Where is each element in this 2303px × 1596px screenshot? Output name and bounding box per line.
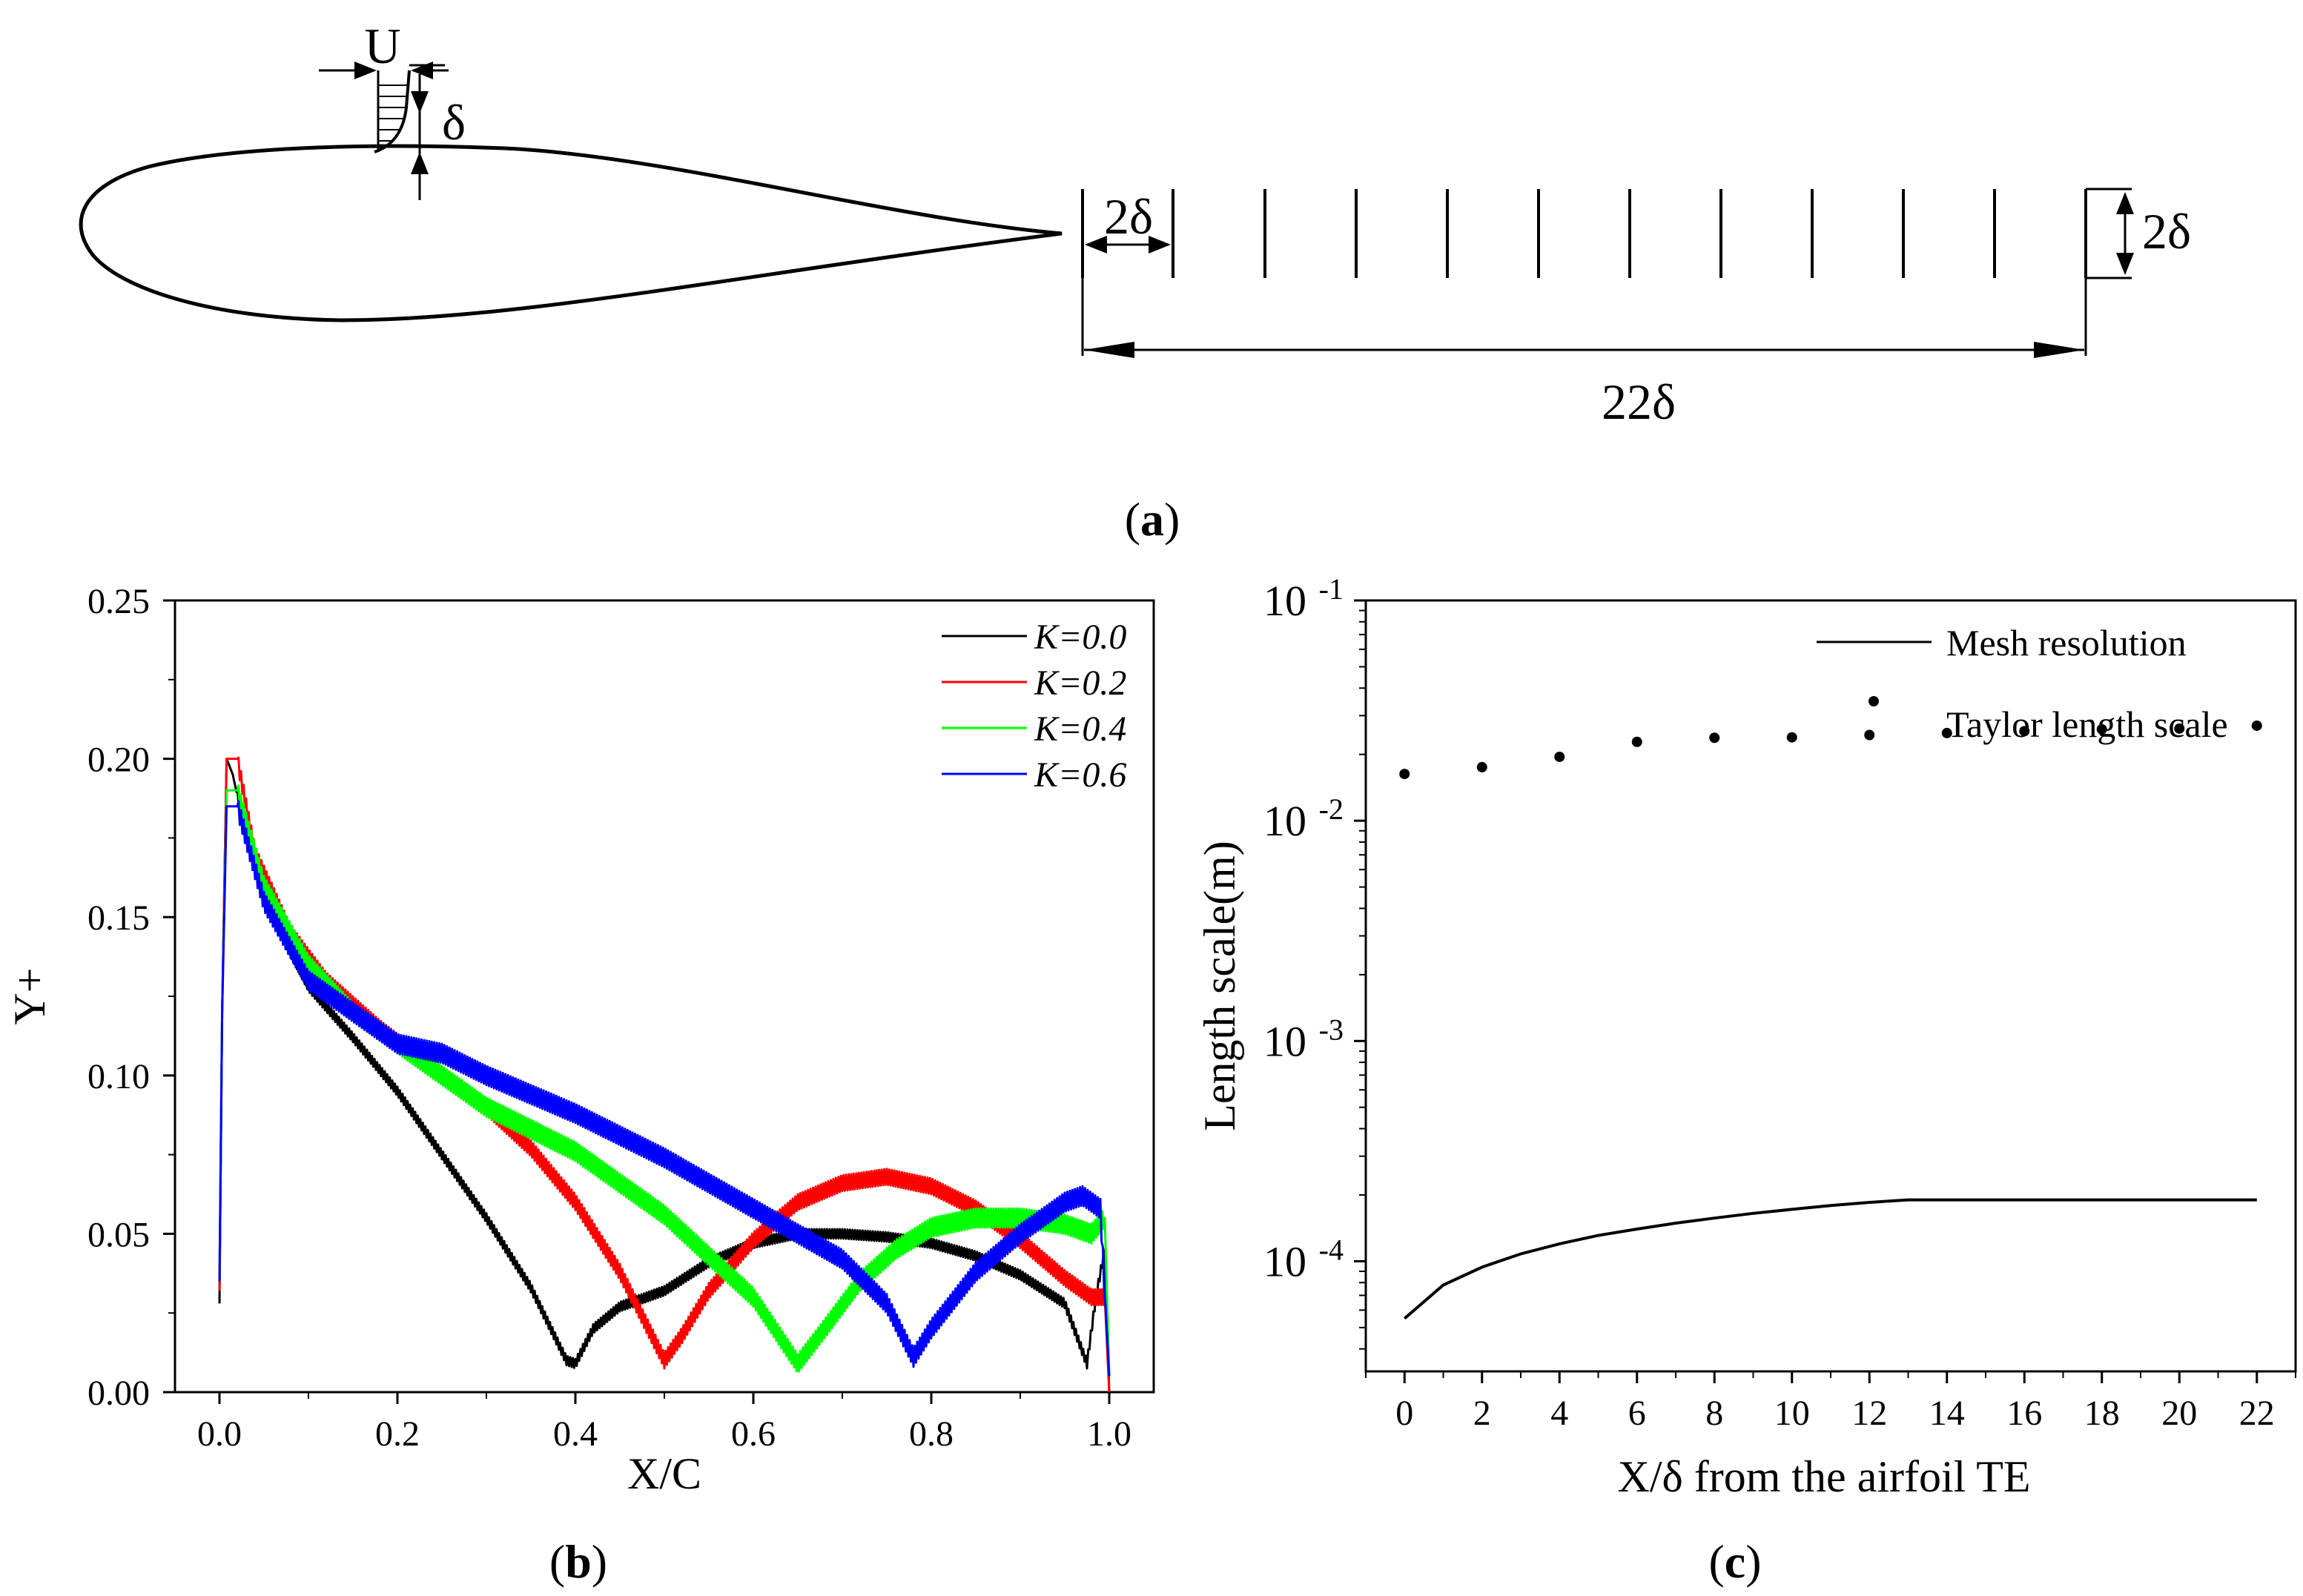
bl-thickness-label: δ: [442, 94, 466, 150]
y-tick-label: 0.15: [87, 898, 150, 938]
x-tick-label: 0.4: [553, 1414, 598, 1454]
series-point-taylor-length-scale: [2251, 720, 2262, 731]
series-point-taylor-length-scale: [2019, 726, 2030, 737]
chart-b-legend: K=0.0 K=0.2 K=0.4 K=0.6: [942, 617, 1126, 795]
legend-label: K=0.0: [1034, 617, 1126, 657]
x-tick-label: 1.0: [1087, 1414, 1131, 1454]
series-point-taylor-length-scale: [2096, 724, 2107, 735]
x-tick-label: 0.2: [375, 1414, 420, 1454]
y-tick-label: 10: [1263, 577, 1306, 625]
chart-c-x-ticks: 0 2 4 6 8 10 12 14 16 18 20 22: [1365, 1371, 2296, 1433]
series-point-taylor-length-scale: [1786, 732, 1797, 743]
y-tick-label: 0.10: [87, 1057, 150, 1096]
legend-label: K=0.2: [1034, 663, 1126, 703]
panel-a: U δ 2δ 2δ: [79, 18, 2191, 546]
series-point-taylor-length-scale: [1864, 729, 1875, 741]
x-tick-label: 0: [1395, 1394, 1413, 1433]
chart-b-series: [218, 756, 1111, 1393]
x-tick-label: 6: [1628, 1394, 1646, 1433]
chart-c: 0 2 4 6 8 10 12 14 16 18 20 22 10 -4 10 -3 10 -2 10 -1 X/δ…: [1195, 572, 2297, 1588]
probe-height-label: 2δ: [2142, 203, 2191, 259]
y-tick-exponent: -4: [1319, 1233, 1344, 1266]
x-tick-label: 8: [1705, 1394, 1723, 1433]
chart-b-x-ticks: 0.0 0.2 0.4 0.6 0.8 1.0: [197, 1392, 1131, 1454]
series-point-taylor-length-scale: [1554, 751, 1565, 762]
total-length-label: 22δ: [1602, 374, 1676, 430]
x-tick-label: 0.0: [197, 1414, 242, 1454]
x-tick-label: 20: [2161, 1394, 2197, 1433]
series-line-mesh-resolution: [1403, 1198, 2257, 1320]
series-point-taylor-length-scale: [2174, 723, 2185, 734]
series-point-taylor-length-scale: [1709, 732, 1720, 744]
chart-b-y-ticks: 0.00 0.05 0.10 0.15 0.20 0.25: [87, 582, 175, 1413]
chart-c-legend: Mesh resolution Taylor length scale: [1817, 622, 2228, 745]
x-tick-label: 10: [1774, 1394, 1810, 1433]
series-point-taylor-length-scale: [1941, 727, 1952, 738]
series-point-taylor-length-scale: [1631, 736, 1642, 747]
panel-b-caption: (b): [549, 1535, 607, 1588]
probe-height-dimension: [2086, 188, 2134, 279]
y-tick-exponent: -2: [1319, 792, 1344, 826]
series-line-K=0.6: [218, 800, 1111, 1377]
chart-b: 0.0 0.2 0.4 0.6 0.8 1.0 0.000.050.100.150.200…: [5, 582, 1155, 1588]
series-line-K=0.2: [218, 756, 1111, 1393]
legend-label: Mesh resolution: [1946, 622, 2187, 663]
total-length-dimension: [1081, 278, 2087, 358]
probe-lines: [1081, 189, 2087, 278]
chart-c-x-label: X/δ from the airfoil TE: [1617, 1452, 2030, 1501]
series-point-taylor-length-scale: [1399, 769, 1410, 780]
y-tick-label: 0.20: [87, 741, 150, 780]
chart-c-series: [1399, 720, 2262, 1320]
legend-swatch-taylor-length-scale: [1868, 696, 1879, 706]
y-tick-label: 0.00: [87, 1374, 150, 1413]
x-tick-label: 0.6: [731, 1414, 776, 1454]
x-tick-label: 22: [2239, 1394, 2275, 1433]
x-tick-label: 12: [1851, 1394, 1887, 1433]
series-point-taylor-length-scale: [1476, 761, 1487, 772]
series-line-K=0.0: [218, 758, 1111, 1393]
x-tick-label: 18: [2084, 1394, 2120, 1433]
y-tick-label: 10: [1263, 1237, 1306, 1285]
y-tick-exponent: -1: [1319, 572, 1344, 606]
legend-label: Taylor length scale: [1946, 703, 2228, 745]
legend-label: K=0.4: [1034, 709, 1126, 749]
probe-spacing-label: 2δ: [1104, 188, 1153, 245]
airfoil-outline: [79, 144, 1063, 322]
x-tick-label: 0.8: [909, 1414, 954, 1454]
chart-c-y-label: Length scale(m): [1195, 841, 1244, 1131]
x-tick-label: 2: [1473, 1394, 1491, 1433]
chart-b-x-label: X/C: [627, 1449, 701, 1498]
velocity-profile: [319, 62, 449, 200]
x-tick-label: 16: [2006, 1394, 2042, 1433]
x-tick-label: 4: [1550, 1394, 1568, 1433]
legend-label: K=0.6: [1034, 755, 1126, 795]
chart-b-y-label: Y+: [5, 967, 54, 1024]
x-tick-label: 14: [1929, 1394, 1965, 1433]
y-tick-label: 0.05: [87, 1215, 150, 1254]
panel-c-caption: (c): [1708, 1535, 1761, 1588]
panel-a-caption: (a): [1125, 493, 1180, 546]
y-tick-label: 10: [1263, 1017, 1306, 1065]
y-tick-label: 0.25: [87, 582, 150, 621]
velocity-label: U: [364, 18, 400, 74]
chart-c-y-ticks: 10 -4 10 -3 10 -2 10 -1: [1263, 572, 1366, 1350]
y-tick-exponent: -3: [1319, 1013, 1344, 1046]
y-tick-label: 10: [1263, 797, 1306, 845]
